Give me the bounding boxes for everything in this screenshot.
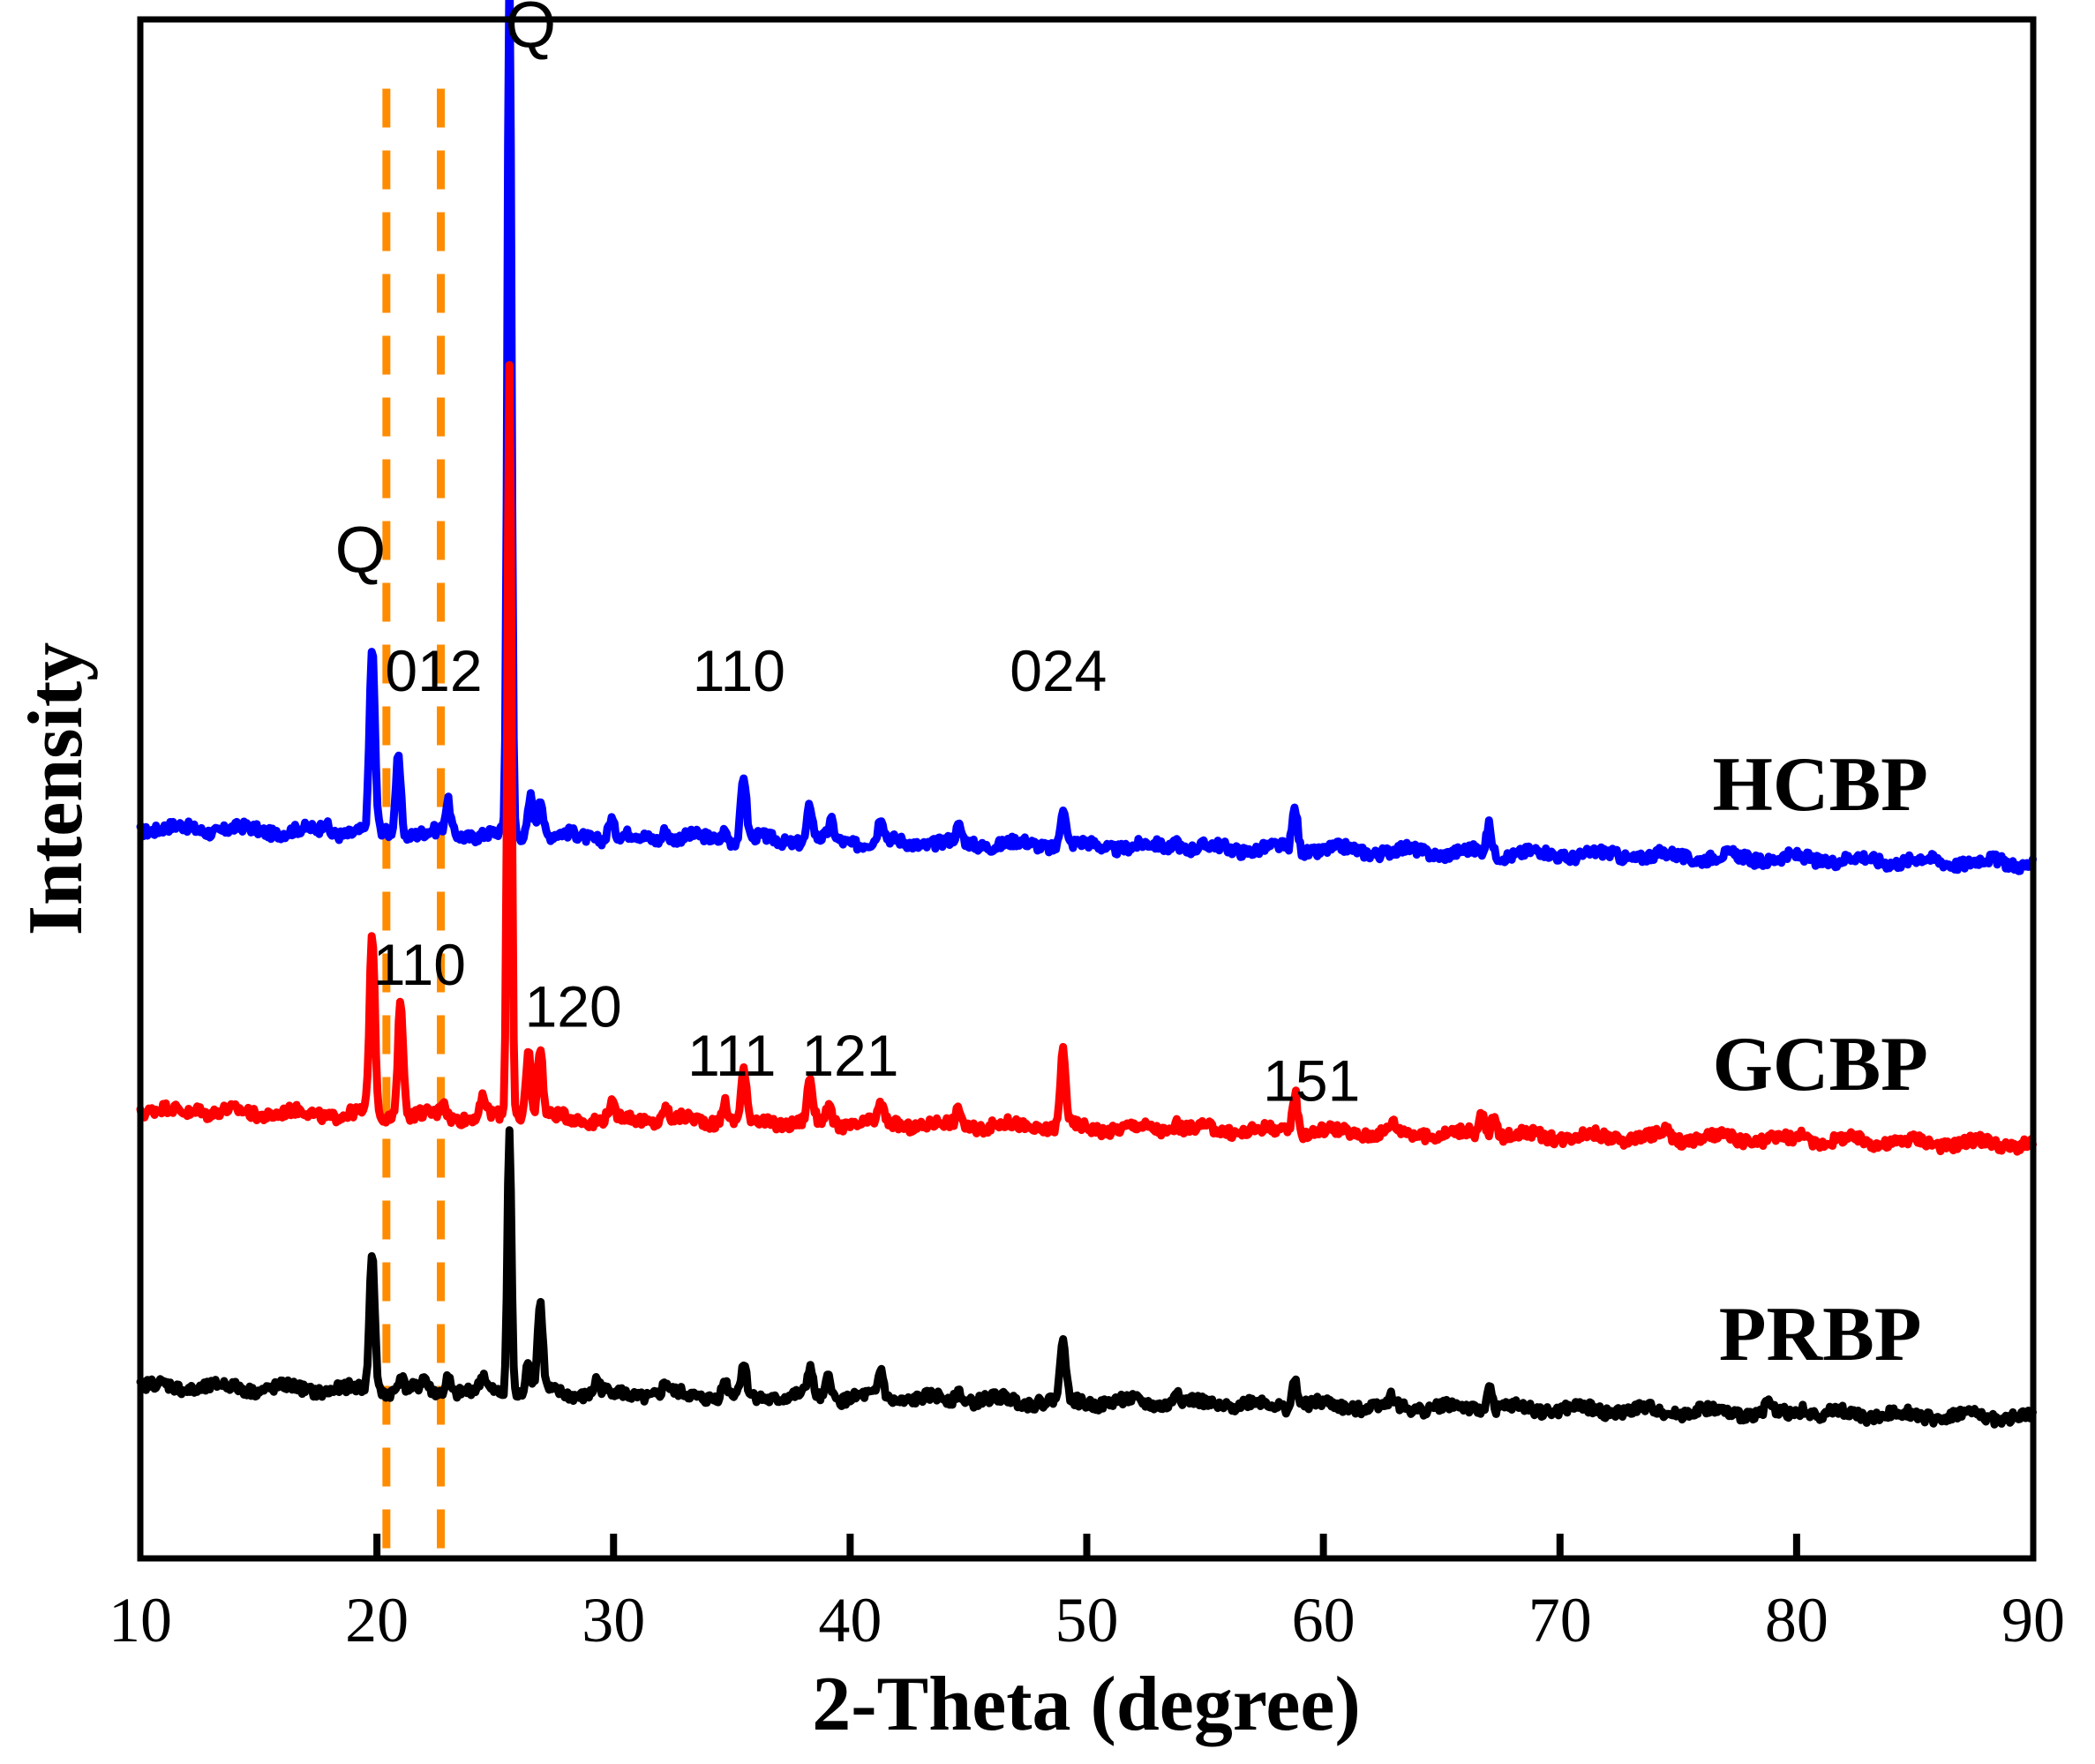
x-axis-title: 2-Theta (degree) — [812, 1662, 1361, 1747]
series-line-prbp — [136, 1126, 2037, 1429]
x-tick-label-80: 80 — [1765, 1585, 1828, 1655]
peak-annotations: Q Q 012 110 024 110 120 111 121 151 — [335, 0, 1361, 1114]
x-axis-ticks — [373, 1534, 1800, 1558]
peak-annotation-1: Q — [506, 0, 557, 62]
x-tick-label-30: 30 — [582, 1585, 645, 1655]
series-labels: HCBP GCBP PRBP — [1712, 742, 1927, 1377]
peak-annotation-6: 110 — [373, 932, 466, 997]
series-label-gcbp: GCBP — [1712, 1022, 1927, 1107]
x-tick-label-20: 20 — [345, 1585, 409, 1655]
peak-annotation-4: 110 — [693, 638, 785, 703]
peak-annotation-10: 151 — [1263, 1048, 1360, 1114]
series-line-hcbp — [136, 0, 2037, 875]
peak-annotation-3: 012 — [385, 638, 482, 703]
series-label-hcbp: HCBP — [1712, 742, 1927, 828]
series-line-gcbp — [136, 361, 2037, 1156]
x-tick-label-50: 50 — [1055, 1585, 1119, 1655]
x-tick-label-60: 60 — [1292, 1585, 1355, 1655]
peak-annotation-9: 121 — [801, 1023, 898, 1088]
series-group — [136, 0, 2037, 1429]
series-label-prbp: PRBP — [1719, 1292, 1922, 1377]
x-tick-label-10: 10 — [109, 1585, 172, 1655]
peak-annotation-5: 024 — [1010, 638, 1107, 703]
peak-annotation-2: Q — [335, 513, 387, 586]
x-tick-label-90: 90 — [2001, 1585, 2065, 1655]
x-tick-label-40: 40 — [818, 1585, 882, 1655]
x-axis-tick-labels: 10 20 30 40 50 60 70 80 90 — [109, 1585, 2065, 1655]
y-axis-title: Intensity — [13, 642, 99, 936]
peak-annotation-8: 111 — [687, 1023, 776, 1088]
x-tick-label-70: 70 — [1528, 1585, 1592, 1655]
peak-annotation-7: 120 — [525, 974, 622, 1040]
